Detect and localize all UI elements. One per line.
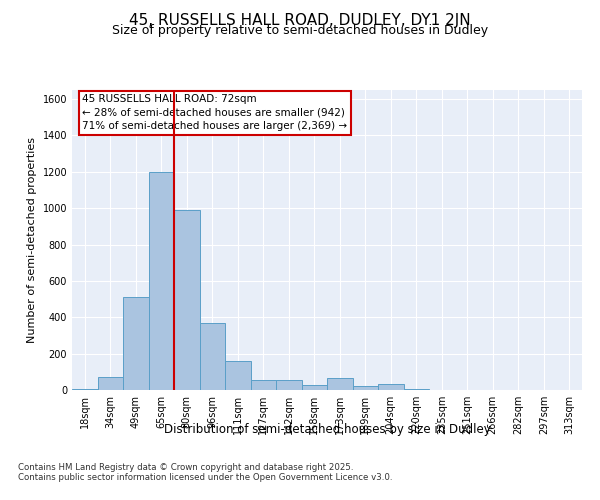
Bar <box>97 378 123 390</box>
Bar <box>225 361 251 390</box>
Bar <box>327 378 353 390</box>
Bar <box>199 322 225 390</box>
Bar <box>302 384 327 390</box>
Bar <box>404 389 429 390</box>
Bar <box>174 210 199 390</box>
Bar <box>276 380 302 390</box>
Y-axis label: Number of semi-detached properties: Number of semi-detached properties <box>27 137 37 343</box>
Bar <box>251 380 276 390</box>
Text: Distribution of semi-detached houses by size in Dudley: Distribution of semi-detached houses by … <box>164 422 490 436</box>
Text: Size of property relative to semi-detached houses in Dudley: Size of property relative to semi-detach… <box>112 24 488 37</box>
Text: Contains public sector information licensed under the Open Government Licence v3: Contains public sector information licen… <box>18 472 392 482</box>
Bar <box>353 386 378 390</box>
Bar <box>72 389 97 390</box>
Bar <box>149 172 174 390</box>
Text: 45 RUSSELLS HALL ROAD: 72sqm
← 28% of semi-detached houses are smaller (942)
71%: 45 RUSSELLS HALL ROAD: 72sqm ← 28% of se… <box>82 94 347 131</box>
Text: 45, RUSSELLS HALL ROAD, DUDLEY, DY1 2JN: 45, RUSSELLS HALL ROAD, DUDLEY, DY1 2JN <box>129 12 471 28</box>
Text: Contains HM Land Registry data © Crown copyright and database right 2025.: Contains HM Land Registry data © Crown c… <box>18 462 353 471</box>
Bar <box>123 298 149 390</box>
Bar <box>378 384 404 390</box>
